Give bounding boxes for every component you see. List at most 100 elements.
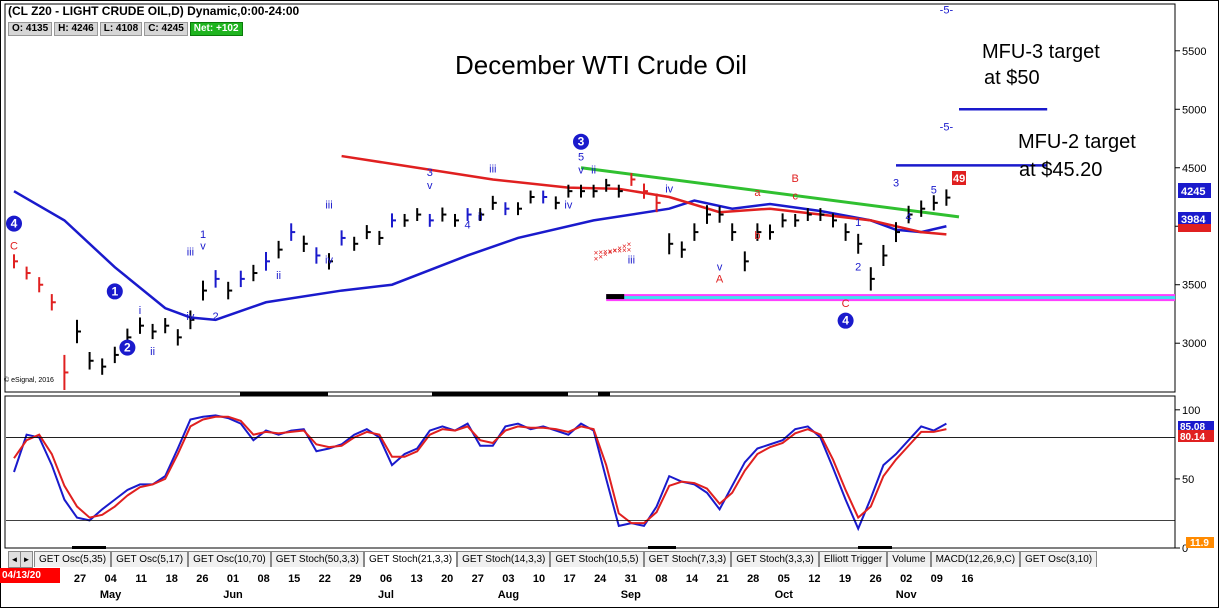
ohlc-readout: O: 4135 H: 4246 L: 4108 C: 4245 Net: +10… [8, 22, 243, 36]
x-marker: × [627, 240, 632, 249]
indicator-tab[interactable]: GET Stoch(10,5,5) [550, 551, 644, 567]
oscillator-line [13, 414, 947, 532]
osc-last-tag [1178, 421, 1214, 431]
indicator-tab[interactable]: Volume [887, 551, 931, 567]
date-tick-label: 12 [808, 573, 820, 585]
osc-low-tag [1186, 537, 1214, 548]
wave-label: iii [187, 246, 194, 258]
signal-bar [240, 392, 328, 396]
date-tick-label: 31 [625, 573, 637, 585]
x-marker: × [594, 254, 599, 263]
current-date-badge: 04/13/20 [0, 568, 60, 583]
month-label: Sep [621, 589, 641, 601]
symbol-title: (CL Z20 - LIGHT CRUDE OIL,D) Dynamic,0:0… [8, 4, 300, 18]
osc-last2-value: 80.14 [1180, 432, 1205, 443]
osc-low-value: 11.9 [1190, 538, 1209, 549]
indicator-tabs: GET Osc(5,35) GET Osc(5,17) GET Osc(10,70)… [34, 551, 1098, 567]
wave-label: iv [665, 183, 673, 195]
indicator-tab[interactable]: GET Stoch(3,3,3) [731, 551, 819, 567]
date-tick-label: 01 [227, 573, 239, 585]
ma-red-price-tag [1178, 224, 1211, 232]
wave-label: i [139, 305, 141, 317]
wave-label: ii [276, 270, 281, 282]
close-value: C: 4245 [144, 22, 188, 36]
ma-price-value: 3984 [1181, 214, 1206, 226]
price-axis-label: 3000 [1182, 338, 1206, 350]
month-label: Nov [896, 589, 918, 601]
date-tick-label: 10 [533, 573, 545, 585]
date-tick-label: 06 [380, 573, 392, 585]
mfu3-target-label-line2: at $50 [984, 67, 1040, 89]
date-tick-label: 02 [900, 573, 912, 585]
wave-label: iii [628, 255, 635, 267]
oscillator-line [13, 415, 947, 525]
indicator-tab[interactable]: GET Stoch(50,3,3) [270, 551, 364, 567]
wave-label: iv [325, 255, 333, 267]
tab-scroll-right-icon[interactable]: ► [20, 551, 33, 568]
oscillator-panel-border [4, 395, 1176, 549]
indicator-tab[interactable]: MACD(12,26,9,C) [930, 551, 1021, 567]
indicator-tab[interactable]: GET Stoch(14,3,3) [457, 551, 551, 567]
wave-label: iv [186, 311, 194, 323]
date-tick-label: 26 [196, 573, 208, 585]
support-zone-cyan [606, 296, 1175, 300]
osc-axis-label: 100 [1182, 405, 1200, 417]
last-price-value: 4245 [1181, 186, 1205, 198]
ma-price-tag [1178, 212, 1211, 224]
copyright-notice: © eSignal, 2016 [4, 376, 54, 384]
mfu2-target-label-line2: at $45.20 [1019, 159, 1102, 181]
x-marker: × [622, 242, 627, 251]
month-label: Oct [775, 589, 794, 601]
wave-circle [119, 339, 136, 356]
x-marker: × [594, 248, 599, 257]
date-tick-label: 04 [104, 573, 117, 585]
support-zone-start-marker [606, 294, 625, 300]
price-axis-label: 5000 [1182, 104, 1206, 116]
wave-label: iii [489, 163, 496, 175]
x-marker: × [603, 248, 608, 257]
wave-label: 5 [578, 152, 584, 164]
indicator-tab[interactable]: GET Osc(5,35) [34, 551, 112, 567]
date-tick-label: 27 [74, 573, 86, 585]
indicator-tab[interactable]: GET Osc(10,70) [188, 551, 271, 567]
wave-label: 2 [855, 262, 861, 274]
wave-circle [106, 283, 123, 300]
wave-label: a [754, 187, 761, 199]
price-axis-label: 3500 [1182, 280, 1206, 292]
wave-label: 4 [11, 217, 18, 231]
chart-title: December WTI Crude Oil [455, 50, 747, 80]
indicator-tab[interactable]: GET Stoch(7,3,3) [643, 551, 732, 567]
wave-label: 3 [427, 167, 433, 179]
month-label: Aug [498, 589, 519, 601]
date-tick-label: 29 [349, 573, 361, 585]
indicator-tab[interactable]: Elliott Trigger [818, 551, 888, 567]
wave-label: 2 [213, 311, 219, 323]
signal-bar [648, 546, 676, 549]
date-tick-label: 08 [655, 573, 667, 585]
indicator-tab[interactable]: GET Stoch(21,3,3) [363, 551, 458, 567]
wave-circle [837, 312, 854, 329]
indicator-tab[interactable]: GET Osc(5,17) [111, 551, 189, 567]
mfu3-target-label-line1: MFU-3 target [982, 41, 1100, 63]
signal-bar [72, 546, 106, 549]
red-moving-average [341, 154, 947, 236]
date-tick-label: 28 [747, 573, 759, 585]
date-tick-label: 27 [472, 573, 484, 585]
wave-label: 1 [111, 284, 118, 298]
price-axis-label: 5500 [1182, 46, 1206, 58]
wave-label: C [842, 298, 850, 310]
indicator-tab[interactable]: GET Osc(3,10) [1020, 551, 1098, 567]
date-tick-label: 09 [931, 573, 943, 585]
x-marker: × [622, 246, 627, 255]
wave-label: iii [325, 200, 332, 212]
date-tick-label: 19 [839, 573, 851, 585]
wave-label: 3 [578, 135, 585, 149]
x-marker: × [598, 252, 603, 261]
wave-label: ii [150, 346, 155, 358]
tab-scroll-left-icon[interactable]: ◄ [8, 551, 21, 568]
osc-axis-label: 0 [1182, 543, 1188, 555]
pti-badge [952, 171, 966, 185]
month-label: May [100, 589, 122, 601]
wave-label: B [792, 173, 799, 185]
open-value: O: 4135 [8, 22, 53, 36]
